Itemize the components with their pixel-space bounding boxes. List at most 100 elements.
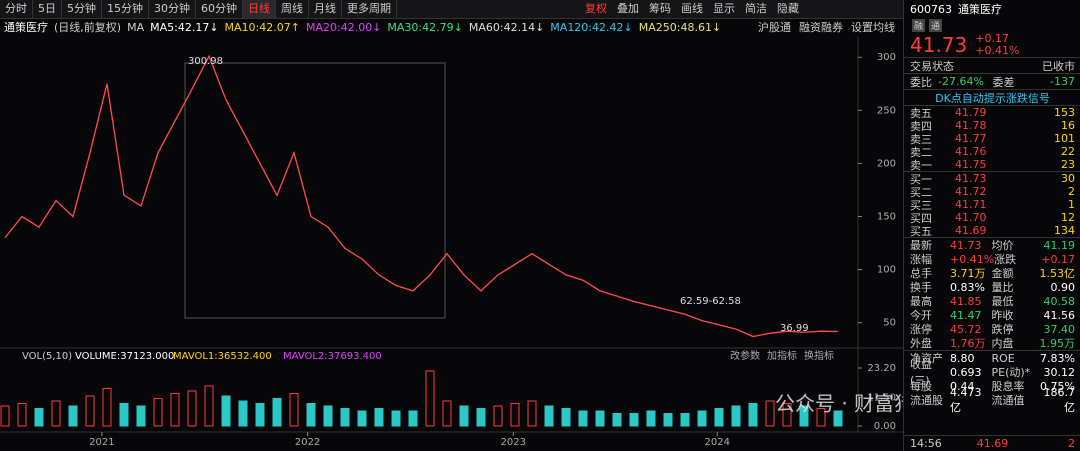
x-tick-label: 2024	[705, 437, 730, 448]
tag: 通	[929, 19, 943, 32]
period-button[interactable]: 周线	[276, 0, 309, 18]
chart: 50 100 150 200 250 300 2021 2022 2023 2024 300.98 6…	[0, 36, 903, 448]
volume-bar	[119, 403, 129, 427]
period-button[interactable]: 月线	[309, 0, 342, 18]
label: 交易状态	[910, 59, 954, 73]
value: 3.71万	[950, 267, 986, 280]
stat-row: 净资产 8.80 ROE 7.83%	[904, 350, 1080, 365]
label: 跌停	[991, 323, 1014, 336]
label: 买二	[910, 185, 932, 199]
order-row: 买二 41.72 2	[904, 185, 1080, 199]
chart-links: 沪股通 融资融券 设置均线	[758, 19, 895, 35]
x-tick-label: 2022	[295, 437, 320, 448]
value: 1.76万	[950, 337, 986, 350]
price-line	[4, 54, 839, 338]
period-button[interactable]: 日线	[243, 0, 276, 18]
price: 41.75	[955, 158, 987, 171]
tool-button[interactable]: 叠加	[617, 2, 639, 15]
volume-bar	[85, 395, 95, 427]
volume-bar	[408, 410, 418, 427]
price: 41.79	[955, 106, 987, 119]
annotation: 300.98	[188, 56, 223, 67]
mode: (日线,前复权)	[54, 21, 122, 34]
label: 昨收	[991, 309, 1014, 322]
label: 卖二	[910, 145, 932, 159]
value: -27.64%	[938, 75, 984, 88]
tool-button[interactable]: 显示	[713, 2, 735, 15]
x-tick-label: 2023	[501, 437, 526, 448]
value: +0.41%	[950, 252, 995, 266]
tool-button[interactable]: 画线	[681, 2, 703, 15]
period-button[interactable]: 5日	[33, 0, 62, 18]
volume-bar	[323, 405, 333, 427]
label: 委比	[910, 75, 932, 89]
volume: 1	[1068, 198, 1075, 211]
period-button[interactable]: 5分钟	[62, 0, 102, 18]
status-row: 交易状态 已收市	[904, 57, 1080, 73]
volume: 22	[1061, 145, 1075, 158]
label: 量比	[991, 281, 1014, 294]
price-row: 41.73 +0.17 +0.41%	[904, 33, 1080, 58]
order-row: 卖五 41.79 153	[904, 105, 1080, 120]
label: 涨停	[910, 323, 932, 336]
value: 1.95万	[1039, 337, 1076, 350]
label: 卖一	[910, 158, 932, 172]
period-button[interactable]: 更多周期	[342, 0, 397, 18]
volume-bar	[493, 405, 503, 427]
price: 41.70	[955, 211, 987, 224]
volume-title: VOL(5,10)	[22, 351, 72, 362]
chart-header: 通策医疗 (日线,前复权) MA MA5:42.17↓ MA10:42.07↑ MA…	[4, 19, 721, 35]
tool-button[interactable]: 隐藏	[777, 2, 799, 15]
name: 通策医疗	[958, 3, 1002, 16]
volume-bar	[544, 405, 554, 427]
label: 流通股	[910, 394, 943, 407]
chart-link[interactable]: 沪股通	[758, 21, 791, 34]
period-button[interactable]: 30分钟	[149, 0, 196, 18]
volume-bar	[272, 398, 282, 427]
volume-bar	[629, 413, 639, 427]
volume-label: VOLUME:37123.000	[75, 351, 174, 362]
chart-link[interactable]: 设置均线	[851, 21, 895, 34]
volume-bar	[289, 393, 299, 427]
tool-button[interactable]: 筹码	[649, 2, 671, 15]
value: 37.40	[1043, 322, 1076, 336]
volume-bar	[646, 410, 656, 427]
label: 买三	[910, 198, 932, 212]
volume-bar	[561, 408, 571, 427]
signal-row: DK点自动提示涨跌信号	[904, 89, 1080, 105]
label: 均价	[991, 239, 1014, 252]
value: 0.44	[950, 379, 975, 393]
label: 买五	[910, 224, 932, 238]
value: -137	[1050, 75, 1075, 88]
label: 买四	[910, 211, 932, 225]
time: 14:56	[910, 437, 942, 450]
tool-button[interactable]: 复权	[585, 2, 607, 15]
annotation: 36.99	[780, 323, 809, 334]
volume-label: MAVOL2:37693.400	[283, 351, 382, 362]
stat-row: 收益(三) 0.693 PE(动)* 30.12	[904, 358, 1080, 387]
chart-link[interactable]: 融资融券	[799, 21, 843, 34]
volume-bar	[782, 403, 792, 427]
volume-bar	[731, 405, 741, 427]
volume: 134	[1054, 224, 1075, 237]
volume: 101	[1054, 132, 1075, 145]
label: 最低	[991, 295, 1014, 308]
quote-head: 600763 通策医疗	[904, 0, 1080, 18]
value: 41.47	[950, 308, 982, 322]
period-button[interactable]: 60分钟	[196, 0, 243, 18]
label: 总手	[910, 267, 932, 280]
tool-button[interactable]: 简洁	[745, 2, 767, 15]
period-button[interactable]: 分时	[0, 0, 33, 18]
label: 金额	[991, 267, 1014, 280]
volume: 2	[1068, 185, 1075, 198]
volume-bar	[748, 403, 758, 427]
ma-label: MA	[127, 20, 145, 34]
value: 41.73	[950, 238, 982, 252]
y-tick-label: 0.00	[874, 421, 896, 432]
toolbar: 分时 5日 5分钟 15分钟 30分钟 60分钟 日线 周线 月线 更多周期	[0, 0, 903, 19]
label: ROE	[991, 351, 1015, 365]
order-row: 卖二 41.76 22	[904, 145, 1080, 159]
period-button[interactable]: 15分钟	[102, 0, 149, 18]
value: 0.75%	[1040, 379, 1075, 393]
